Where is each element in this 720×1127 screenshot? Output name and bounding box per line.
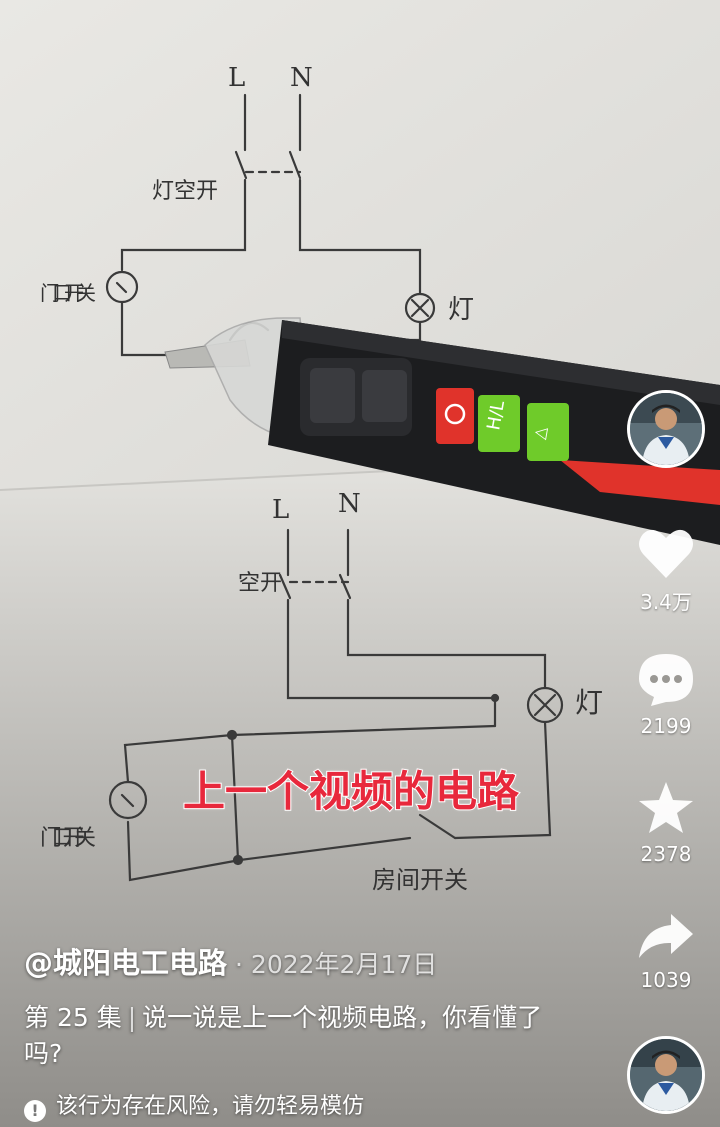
risk-warning: ! 该行为存在风险，请勿轻易模仿 — [24, 1088, 364, 1122]
sketch-bottom-L: L — [272, 495, 289, 525]
bottom-circuit-sketch — [108, 528, 564, 882]
sketch-top-breaker: 灯空开 — [152, 179, 218, 204]
post-date: · 2022年2月17日 — [235, 950, 438, 979]
episode-label[interactable]: 第 25 集 — [24, 1003, 122, 1032]
star-icon — [639, 782, 693, 833]
sketch-top-N: N — [290, 63, 313, 93]
author-avatar-top[interactable] — [627, 390, 705, 468]
author-row: @城阳电工电路 · 2022年2月17日 — [24, 940, 604, 982]
svg-text:H/L: H/L — [483, 399, 509, 432]
person-avatar-icon — [630, 393, 702, 465]
warning-text: 该行为存在风险，请勿轻易模仿 — [56, 1094, 365, 1119]
sketch-bottom-room-switch: 房间开关 — [372, 866, 468, 894]
video-overlay-caption: 上一个视频的电路 — [182, 766, 520, 817]
comment-bubble-icon — [639, 654, 693, 706]
post-info: @城阳电工电路 · 2022年2月17日 第 25 集 | 说一说是上一个视频电路，你… — [24, 940, 604, 1072]
share-count: 1039 — [640, 968, 692, 992]
voltage-tester-pen: H/L △ — [164, 317, 720, 545]
sketch-top-door-switch: 门口开关 — [40, 281, 96, 305]
episode-separator: | — [127, 1003, 137, 1032]
svg-text:△: △ — [529, 425, 550, 441]
sketch-top-L: L — [228, 63, 245, 93]
share-button[interactable]: 1039 — [612, 912, 720, 992]
favorite-count: 2378 — [640, 842, 692, 866]
sketch-bottom-lamp: 灯 — [575, 686, 603, 719]
paper-bottom — [0, 455, 720, 1127]
sketch-bottom-breaker: 空开 — [238, 571, 282, 596]
favorite-button[interactable]: 2378 — [612, 780, 720, 866]
like-count: 3.4万 — [640, 590, 692, 614]
author-name[interactable]: @城阳电工电路 — [24, 946, 228, 980]
sketch-bottom-N: N — [338, 489, 361, 519]
warning-icon: ! — [24, 1100, 46, 1122]
comment-count: 2199 — [640, 714, 692, 738]
person-avatar-icon — [630, 1039, 702, 1111]
heart-icon — [639, 529, 693, 578]
top-circuit-sketch — [105, 93, 436, 357]
sketch-top-lamp: 灯 — [448, 295, 474, 325]
sketch-bottom-door-switch: 门口开关 — [40, 826, 96, 851]
comment-button[interactable]: 2199 — [612, 652, 720, 738]
description-text: 说一说是上一个视频电路，你看懂了吗? — [24, 1003, 543, 1068]
post-description[interactable]: 第 25 集 | 说一说是上一个视频电路，你看懂了吗? — [24, 1000, 564, 1072]
music-disc-avatar[interactable] — [627, 1036, 705, 1114]
share-arrow-icon — [639, 914, 693, 958]
like-button[interactable]: 3.4万 — [612, 526, 720, 615]
